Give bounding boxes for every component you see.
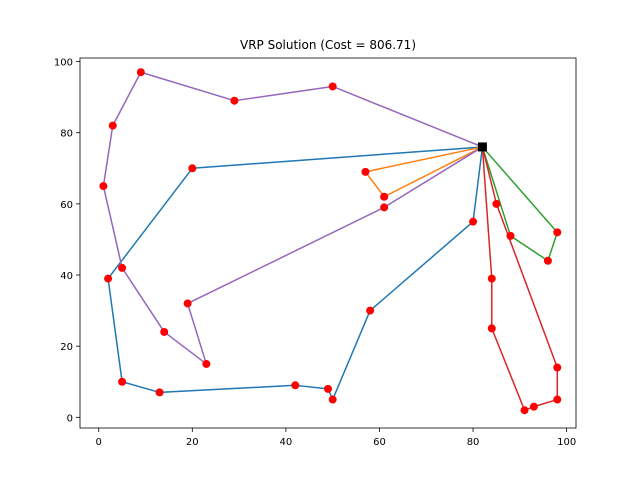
- customer-point: [108, 121, 117, 130]
- x-axis-ticks: 0 20 40 60 80 100: [96, 428, 576, 448]
- customer-point: [291, 381, 300, 390]
- customer-point: [155, 388, 164, 397]
- customer-point: [553, 395, 562, 404]
- customer-point: [380, 203, 389, 212]
- customer-point: [492, 199, 501, 208]
- customer-point: [487, 274, 496, 283]
- y-tick-label: 100: [54, 58, 73, 69]
- customer-point: [188, 164, 197, 173]
- chart-title: VRP Solution (Cost = 806.71): [240, 38, 416, 52]
- customer-point: [366, 306, 375, 315]
- customer-point: [469, 217, 478, 226]
- y-tick-label: 60: [60, 200, 73, 211]
- x-tick-label: 0: [96, 437, 102, 448]
- x-tick-label: 20: [186, 437, 199, 448]
- customer-point: [520, 406, 529, 415]
- customer-point: [230, 96, 239, 105]
- customer-point: [118, 263, 127, 272]
- route-line-5: [102, 71, 483, 365]
- customer-point: [328, 395, 337, 404]
- y-tick-label: 80: [60, 129, 73, 140]
- customer-point: [202, 359, 211, 368]
- x-tick-label: 80: [467, 437, 480, 448]
- y-tick-label: 20: [60, 342, 73, 353]
- customer-point: [506, 231, 515, 240]
- depot-marker-group: [477, 142, 487, 152]
- customer-points: [99, 68, 562, 415]
- x-tick-label: 60: [373, 437, 386, 448]
- depot-marker: [477, 142, 487, 152]
- customer-point: [543, 256, 552, 265]
- customer-point: [136, 68, 145, 77]
- y-tick-label: 0: [67, 413, 73, 424]
- x-tick-label: 40: [280, 437, 293, 448]
- route-line-2: [364, 146, 483, 198]
- customer-point: [361, 167, 370, 176]
- customer-point: [328, 82, 337, 91]
- customer-point: [99, 182, 108, 191]
- customer-point: [118, 377, 127, 386]
- y-axis-ticks: 0 20 40 60 80 100: [54, 58, 80, 424]
- x-tick-label: 100: [557, 437, 576, 448]
- plot-frame: [79, 57, 577, 429]
- customer-point: [529, 402, 538, 411]
- customer-point: [183, 299, 192, 308]
- y-tick-label: 40: [60, 271, 73, 282]
- customer-point: [104, 274, 113, 283]
- customer-point: [160, 327, 169, 336]
- customer-point: [487, 324, 496, 333]
- customer-point: [380, 192, 389, 201]
- customer-point: [553, 228, 562, 237]
- customer-point: [553, 363, 562, 372]
- customer-point: [324, 384, 332, 393]
